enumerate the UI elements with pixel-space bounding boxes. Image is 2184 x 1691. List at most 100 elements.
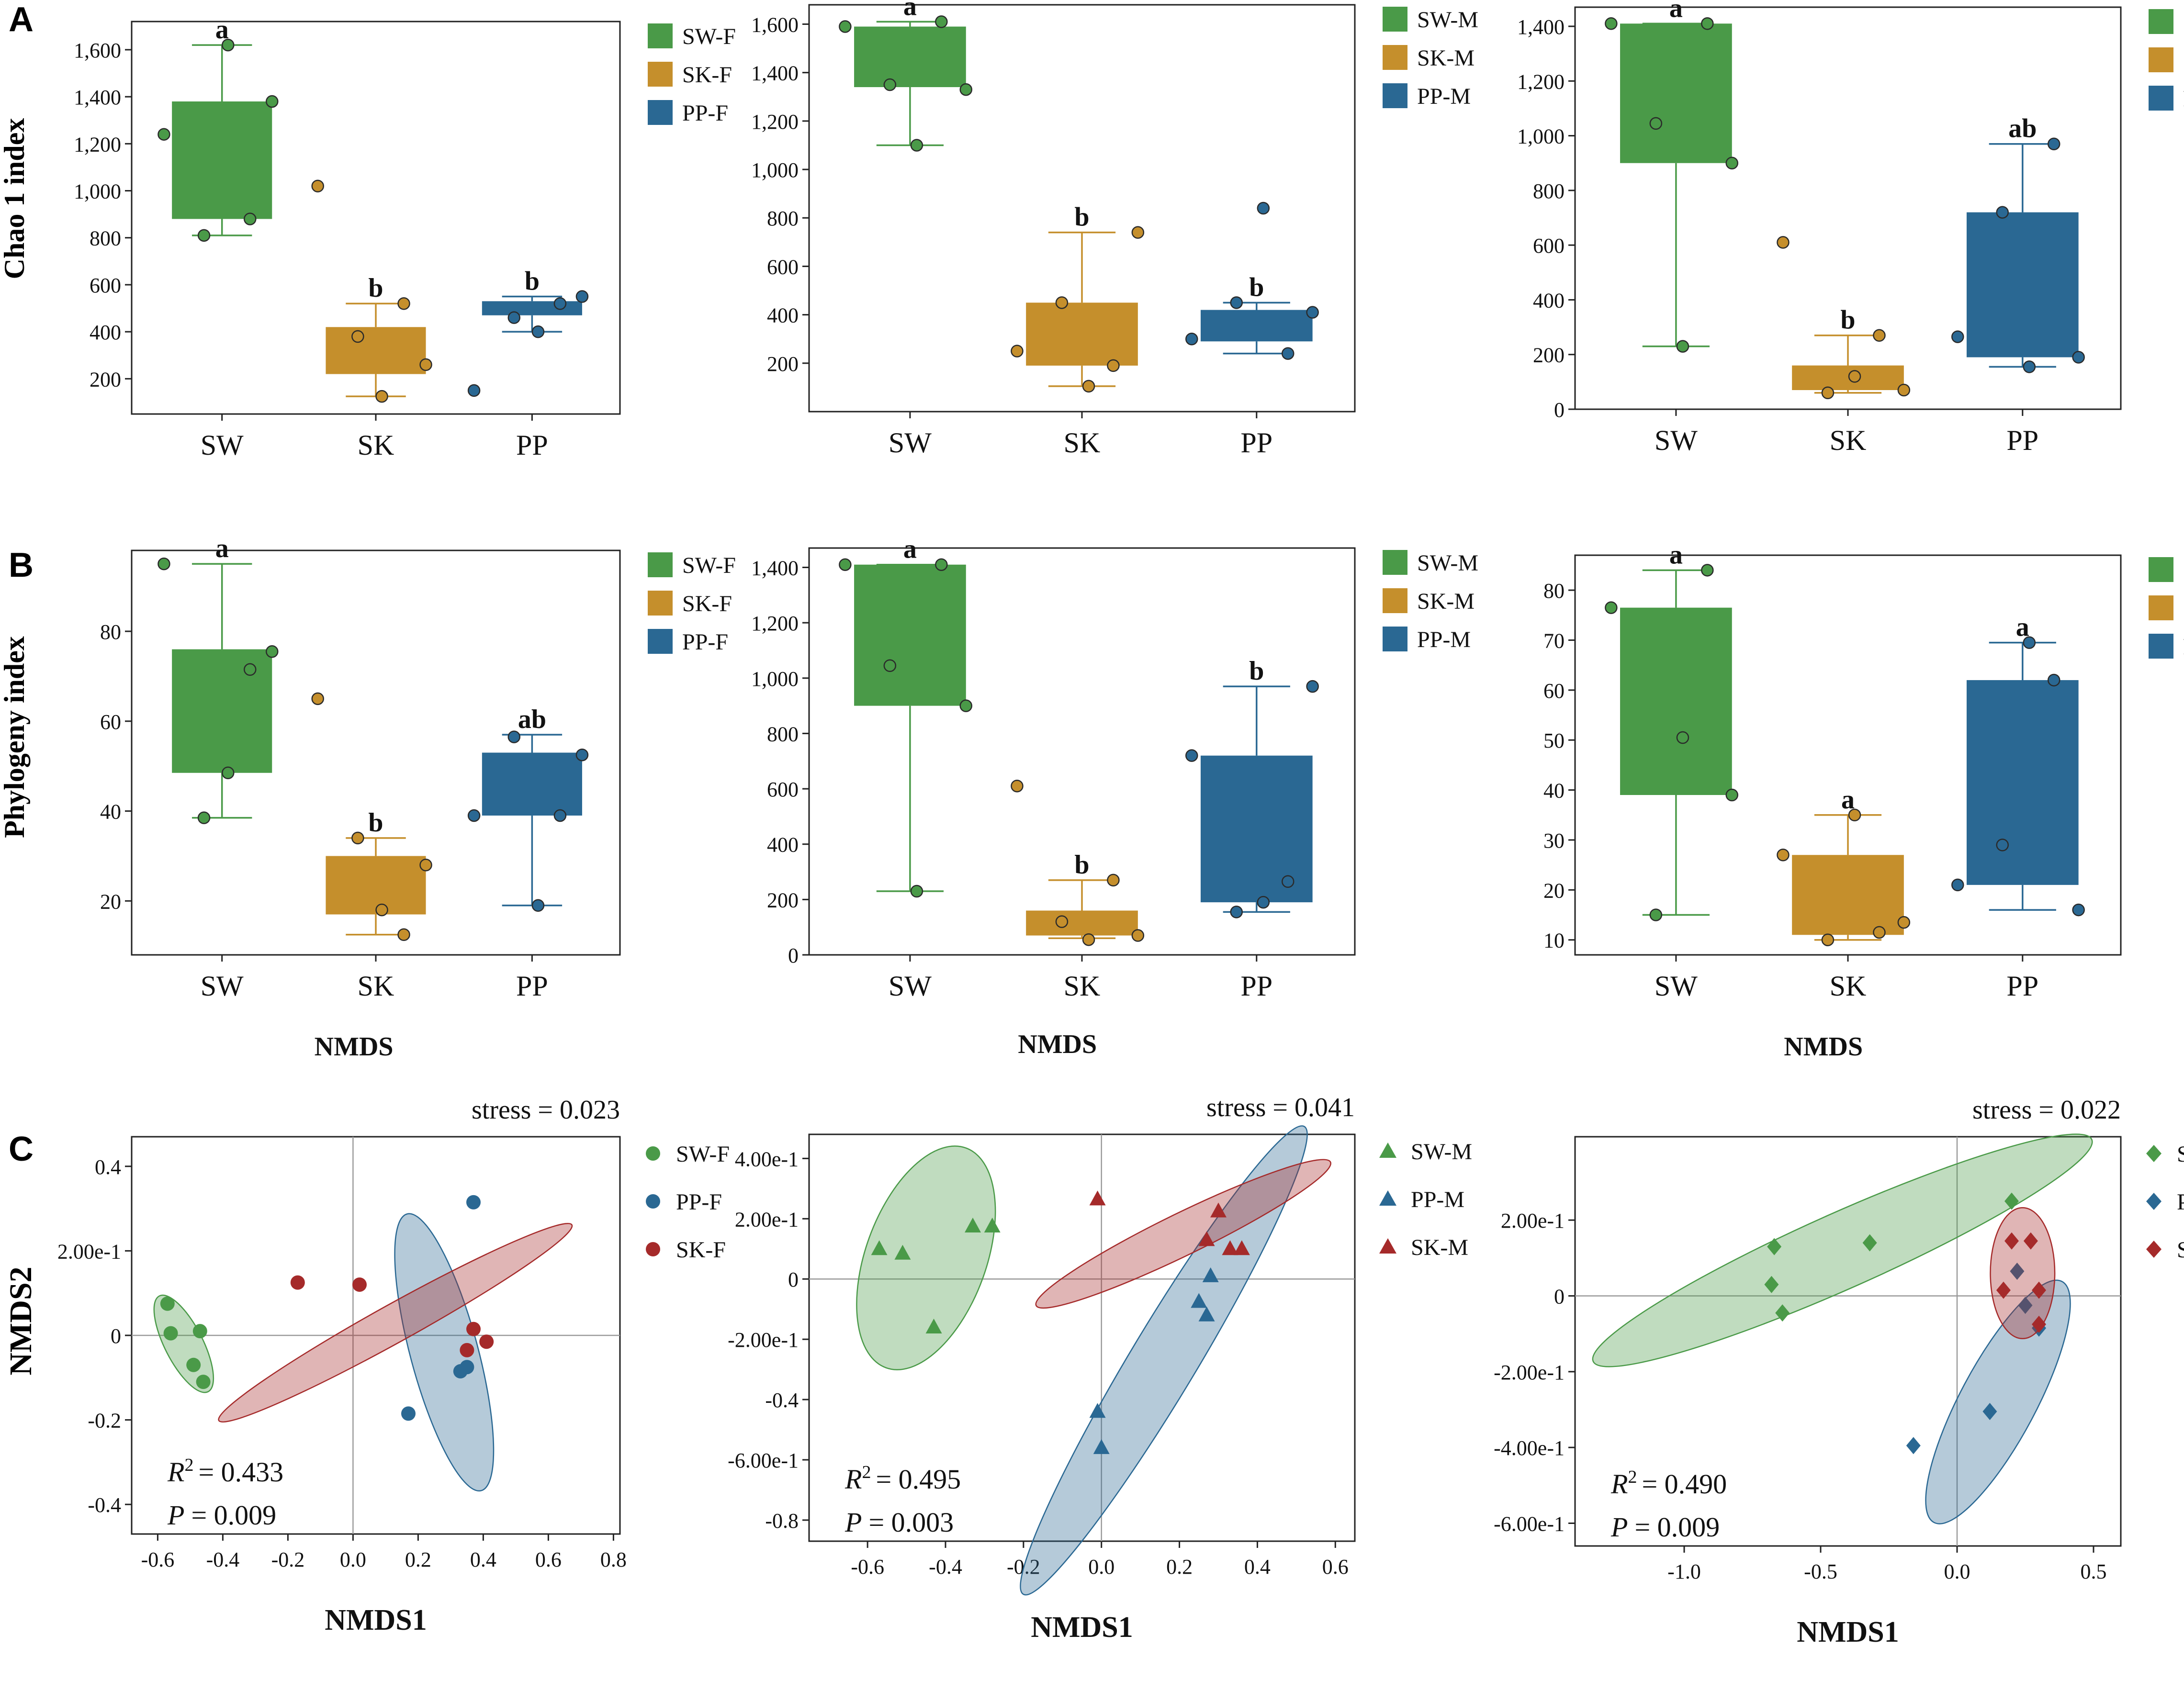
r-superscript: 2 (1628, 1467, 1637, 1487)
data-point (910, 139, 923, 152)
data-point (1011, 345, 1024, 358)
data-point (1725, 157, 1738, 169)
y-tick-label: 0.4 (95, 1155, 121, 1179)
y-tick-label: 4.00e-1 (735, 1147, 799, 1171)
y-label-phylogeny: Phylogeny index (0, 636, 30, 838)
legend-marker (1379, 1190, 1396, 1206)
legend-label: PP-F (682, 101, 728, 126)
data-point (243, 663, 257, 676)
data-point (531, 325, 545, 338)
data-point (290, 1275, 305, 1290)
data-point (397, 297, 410, 310)
legend-swatch (648, 100, 673, 125)
group-SW-M (856, 1145, 1001, 1370)
y-tick-label: 50 (1543, 729, 1565, 752)
data-point (351, 330, 364, 343)
chart-2-0: NMDS stress = 0.023 -0.6 -0.4 -0.2 0.0 0.2 0.4 0… (57, 1032, 730, 1636)
y-tick-label: 2.00e-1 (735, 1208, 799, 1231)
legend-label: PP-M (1411, 1187, 1464, 1212)
group-SK-F (218, 1222, 573, 1423)
significance-letter: a (1841, 785, 1855, 815)
legend-label: PP-F (682, 629, 728, 655)
y-tick-label: -4.00e-1 (1494, 1436, 1565, 1460)
legend-marker (2146, 1241, 2161, 1258)
box-iqr (482, 301, 582, 315)
y-tick-label: 1,000 (751, 158, 799, 182)
data-point (1982, 1402, 1997, 1420)
y-tick-label: 1,400 (1517, 15, 1565, 39)
y-label-nmds2: NMDS2 (3, 1266, 38, 1375)
panel-letter-c: C (9, 1130, 34, 1168)
confidence-ellipse (394, 1213, 495, 1492)
significance-letter: b (368, 808, 383, 838)
box-PP: ab (1951, 114, 2085, 373)
p-value-label: P = 0.009 (1610, 1512, 1720, 1543)
data-point (460, 1343, 474, 1357)
x-tick-label: SW (201, 970, 244, 1002)
x-tick-label: SK (1830, 970, 1867, 1002)
x-tick-label: SW (889, 970, 932, 1002)
group-SW-F (153, 1294, 214, 1393)
legend-swatch (2149, 634, 2173, 659)
significance-letter: a (215, 15, 229, 45)
data-point (1107, 873, 1120, 887)
data-point (375, 390, 388, 403)
data-point (352, 1277, 367, 1292)
x-tick-label: 0.2 (405, 1548, 431, 1571)
confidence-ellipse (1035, 1159, 1331, 1309)
r-squared-value: = 0.495 (876, 1464, 961, 1495)
x-tick-label: 0.0 (1088, 1555, 1115, 1579)
y-tick-label: -2.00e-1 (728, 1328, 799, 1352)
data-point (507, 311, 521, 324)
legend-label: SK-H (2183, 596, 2184, 621)
data-point (871, 1240, 888, 1255)
r-squared-label: R2 = 0.490 (1610, 1467, 1727, 1500)
legend-label: SW-F (682, 24, 736, 49)
legend-label: PP-M (1417, 627, 1471, 652)
box-iqr (854, 26, 966, 88)
stats-block: R2 = 0.495 P = 0.003 (844, 1462, 961, 1538)
y-tick-label: 800 (767, 207, 799, 230)
legend-marker (646, 1194, 660, 1209)
y-tick-label: 600 (1533, 234, 1565, 258)
y-tick-label: 2.00e-1 (1501, 1209, 1565, 1232)
data-point (1777, 849, 1790, 862)
data-point (311, 692, 324, 706)
confidence-ellipse (1990, 1207, 2056, 1340)
data-point (959, 699, 972, 712)
data-point (1996, 839, 2009, 851)
r-symbol: R (167, 1456, 184, 1488)
x-tick-label: 0.5 (2081, 1560, 2107, 1583)
legend-label: PP-H (2177, 1189, 2184, 1215)
y-tick-label: 400 (767, 304, 799, 327)
y-tick-label: 0 (788, 1268, 799, 1291)
data-point (1951, 878, 1964, 892)
legend-label: PP-M (1417, 84, 1471, 109)
legend-swatch (648, 552, 673, 577)
x-axis-label: NMDS1 (325, 1604, 427, 1636)
data-point (894, 1244, 911, 1260)
x-axis-label: NMDS1 (1797, 1616, 1899, 1648)
y-tick-label: 20 (100, 890, 121, 913)
data-point (2032, 1315, 2046, 1333)
data-point (1202, 1267, 1219, 1282)
r-squared-value: = 0.490 (1642, 1468, 1727, 1500)
box-SW: a (839, 0, 972, 152)
data-point (1649, 908, 1663, 921)
data-point (2072, 351, 2085, 364)
data-point (2032, 1281, 2046, 1299)
x-tick-label: 0.4 (1244, 1555, 1271, 1579)
data-point (221, 766, 235, 779)
x-tick-label: SW (889, 427, 932, 459)
legend-marker (646, 1146, 660, 1161)
group-SK-H (1990, 1207, 2056, 1340)
significance-letter: a (1669, 540, 1683, 570)
box-PP: a (1951, 613, 2085, 917)
legend-label: SW-M (1417, 550, 1478, 576)
data-point (197, 811, 211, 824)
y-tick-label: 800 (90, 227, 121, 250)
y-tick-label: 70 (1543, 629, 1565, 652)
data-point (196, 1375, 211, 1389)
